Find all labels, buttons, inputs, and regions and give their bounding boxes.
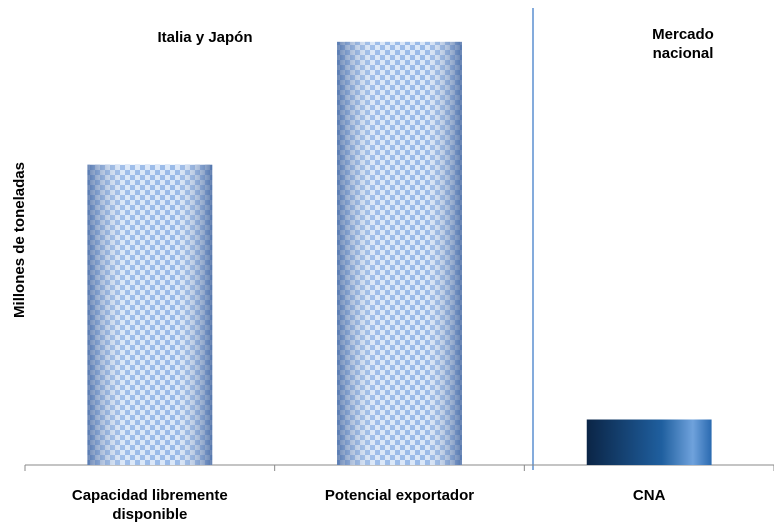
annotation: Italia y Japón <box>157 29 253 46</box>
y-axis-label: Millones de toneladas <box>11 162 28 318</box>
bar <box>337 41 462 465</box>
x-tick-label: CNA <box>632 487 666 504</box>
bar <box>87 164 213 465</box>
bar <box>586 419 712 465</box>
x-tick-label: Potencial exportador <box>324 487 475 504</box>
annotation: Mercado nacional <box>652 26 714 62</box>
x-tick-label: Capacidad libremente disponible <box>71 487 228 523</box>
